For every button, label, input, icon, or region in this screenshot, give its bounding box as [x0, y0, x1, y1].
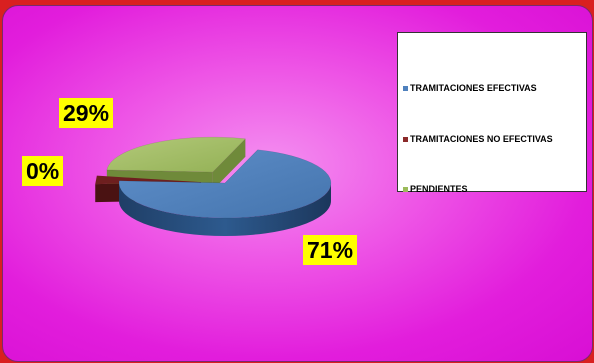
legend-item-no-efectivas: TRAMITACIONES NO EFECTIVAS: [403, 134, 553, 144]
legend-item-pendientes: PENDIENTES: [403, 184, 468, 194]
legend-label-no-efectivas: TRAMITACIONES NO EFECTIVAS: [410, 134, 553, 144]
legend-swatch-pendientes: [403, 186, 408, 192]
slice-efectivas: [118, 149, 332, 236]
data-label-no-efectivas: 0%: [22, 156, 64, 186]
legend-item-efectivas: TRAMITACIONES EFECTIVAS: [403, 83, 537, 93]
data-label-pendientes: 29%: [59, 98, 114, 128]
pie-chart: [95, 136, 332, 236]
data-label-efectivas: 71%: [303, 235, 358, 265]
legend-label-pendientes: PENDIENTES: [410, 184, 468, 194]
legend-label-efectivas: TRAMITACIONES EFECTIVAS: [410, 83, 537, 93]
legend: TRAMITACIONES EFECTIVAS TRAMITACIONES NO…: [397, 32, 587, 194]
legend-swatch-no-efectivas: [403, 136, 408, 142]
legend-swatch-efectivas: [403, 85, 408, 91]
chart-area: TRAMITACIONES EFECTIVAS TRAMITACIONES NO…: [2, 5, 593, 362]
